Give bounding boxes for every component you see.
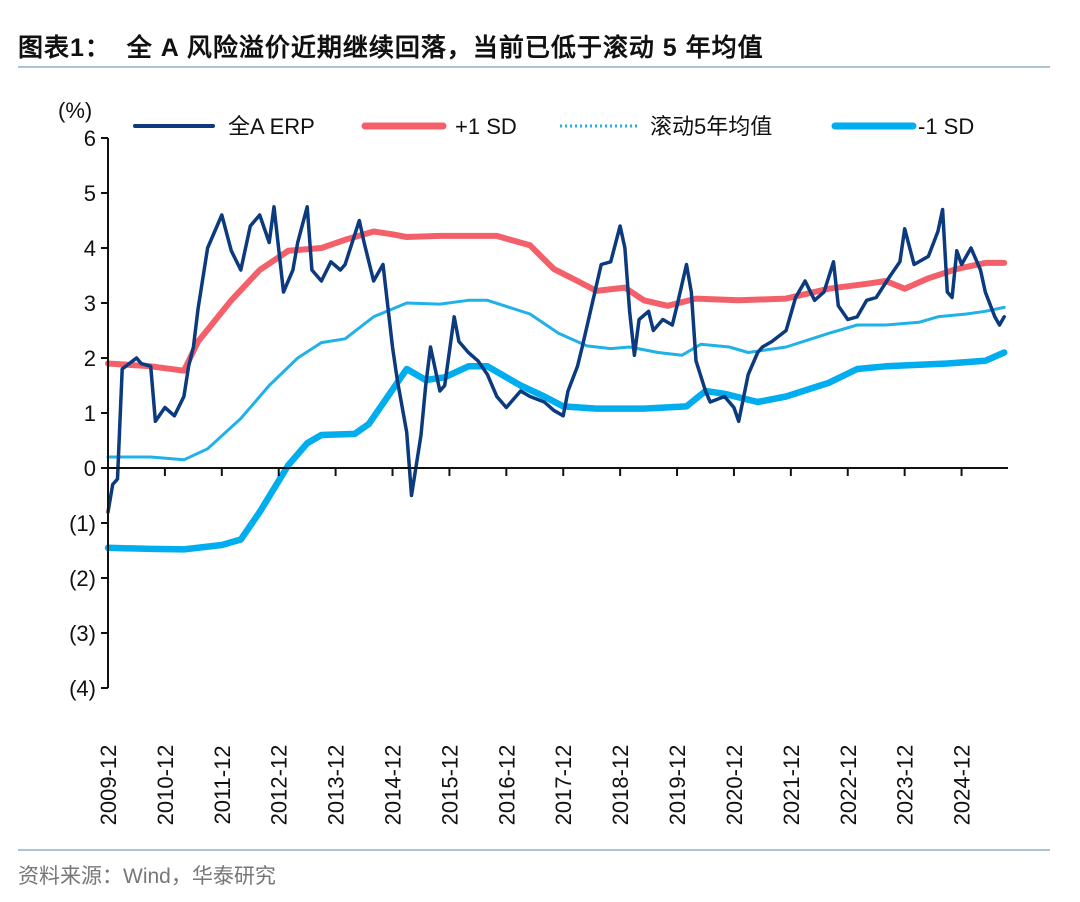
- legend: 全A ERP +1 SD 滚动5年均值 -1 SD: [133, 114, 974, 139]
- y-tick-label: 2: [84, 346, 96, 371]
- legend-label: +1 SD: [455, 114, 517, 139]
- y-tick-label: (1): [69, 511, 96, 536]
- title-divider: [18, 66, 1050, 68]
- x-tick-label: 2021-12: [779, 745, 804, 826]
- series-line-3: [104, 349, 1008, 553]
- x-tick-label: 2014-12: [381, 745, 406, 826]
- y-tick-label: 4: [84, 236, 96, 261]
- source-divider: [18, 849, 1050, 851]
- legend-item-3: -1 SD: [831, 114, 974, 139]
- source-note: 资料来源：Wind，华泰研究: [18, 865, 276, 888]
- x-tick-label: 2020-12: [722, 745, 747, 826]
- x-tick-label: 2022-12: [836, 745, 861, 826]
- y-tick-label: (3): [69, 621, 96, 646]
- x-tick-label: 2017-12: [551, 745, 576, 826]
- x-tick-label: 2024-12: [950, 745, 975, 826]
- legend-label: -1 SD: [918, 114, 974, 139]
- x-tick-label: 2015-12: [437, 745, 462, 826]
- y-tick-label: 3: [84, 291, 96, 316]
- x-tick-label: 2010-12: [153, 745, 178, 826]
- x-tick-label: 2012-12: [267, 745, 292, 826]
- y-tick-label: (2): [69, 566, 96, 591]
- x-tick-label: 2009-12: [96, 745, 121, 826]
- series-line-2: [106, 298, 1006, 462]
- series-line-1: [105, 228, 1008, 374]
- y-tick-label: 6: [84, 126, 96, 151]
- y-tick-label: (4): [69, 676, 96, 701]
- plot-area: [104, 205, 1008, 553]
- x-tick-label: 2019-12: [665, 745, 690, 826]
- figure-title: 图表1： 全 A 风险溢价近期继续回落，当前已低于滚动 5 年均值: [18, 34, 764, 62]
- y-tick-label: 0: [84, 456, 96, 481]
- x-tick-label: 2023-12: [893, 745, 918, 826]
- y-tick-label: 1: [84, 401, 96, 426]
- series-line-0: [106, 205, 1006, 514]
- legend-label: 滚动5年均值: [650, 114, 772, 139]
- x-tick-label: 2013-12: [324, 745, 349, 826]
- x-tick-label: 2016-12: [494, 745, 519, 826]
- legend-label: 全A ERP: [228, 114, 315, 139]
- y-tick-label: 5: [84, 181, 96, 206]
- legend-item-2: 滚动5年均值: [560, 114, 772, 139]
- axes: 6 5 4 3 2 1 0 (1) (2) (3) (4) 2009-12 2010-12 2011-12…: [69, 126, 1008, 825]
- y-axis-unit-label: (%): [58, 98, 92, 123]
- x-tick-label: 2018-12: [608, 745, 633, 826]
- legend-item-0: 全A ERP: [133, 114, 315, 139]
- legend-item-1: +1 SD: [361, 114, 517, 139]
- x-tick-label: 2011-12: [210, 745, 235, 824]
